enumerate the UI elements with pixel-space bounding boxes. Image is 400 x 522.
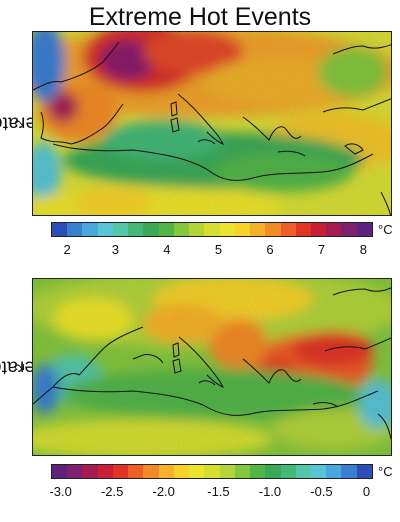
colorbar-tick-label: 4 — [163, 242, 171, 257]
colorbar-swatch — [234, 223, 251, 236]
figure-title: Extreme Hot Events — [88, 3, 312, 31]
colorbar-swatch — [128, 465, 144, 478]
colorbar-swatch — [265, 465, 281, 478]
colorbar-swatch — [219, 223, 235, 236]
colorbar-swatch — [219, 465, 235, 478]
colorbar-accelerated-ticks: 2 3 4 5 6 7 8 — [51, 242, 373, 258]
colorbar-swatch — [67, 465, 83, 478]
colorbar-swatch — [204, 223, 220, 236]
colorbar-tick-label: -2.5 — [100, 484, 124, 499]
colorbar-swatch — [341, 223, 357, 236]
colorbar-swatch — [189, 465, 205, 478]
colorbar-swatch — [310, 465, 327, 478]
colorbar-tick-label: -1.0 — [258, 484, 282, 499]
panel-2-label: Decelerated CO2 — [0, 278, 85, 456]
colorbar-accelerated — [51, 222, 373, 237]
colorbar-swatch — [112, 223, 129, 236]
colorbar-tick-label: 5 — [214, 242, 223, 257]
colorbar-swatch — [82, 465, 98, 478]
colorbar-swatch — [158, 223, 174, 236]
colorbar-decelerated — [51, 464, 373, 479]
colorbar-swatch — [326, 223, 342, 236]
colorbar-swatch — [143, 223, 159, 236]
colorbar-tick-label: 2 — [63, 242, 71, 257]
colorbar-swatch — [234, 465, 251, 478]
colorbar-swatch — [310, 223, 327, 236]
map-decelerated-co2 — [32, 278, 392, 456]
panel-1-label: Accelerated CO2 — [0, 30, 83, 215]
colorbar-accelerated-unit: °C — [378, 222, 393, 237]
colorbar-swatch — [204, 465, 220, 478]
colorbar-tick-label: -3.0 — [49, 484, 72, 499]
colorbar-tick-label: 0 — [362, 484, 371, 499]
colorbar-swatch — [265, 223, 281, 236]
colorbar-swatch — [326, 465, 342, 478]
colorbar-swatch — [295, 223, 311, 236]
colorbar-tick-label: 8 — [359, 242, 367, 257]
colorbar-tick-label: -2.0 — [152, 484, 175, 499]
colorbar-swatch — [189, 223, 205, 236]
map-accelerated-co2 — [32, 31, 392, 216]
colorbar-tick-label: 7 — [317, 242, 326, 257]
colorbar-swatch — [295, 465, 311, 478]
colorbar-swatch — [67, 223, 83, 236]
colorbar-swatch — [97, 465, 113, 478]
colorbar-tick-label: 6 — [266, 242, 274, 257]
colorbar-swatch — [112, 465, 129, 478]
colorbar-swatch — [158, 465, 174, 478]
colorbar-swatch — [173, 223, 190, 236]
colorbar-swatch — [173, 465, 190, 478]
colorbar-swatch — [250, 465, 266, 478]
colorbar-tick-label: -1.5 — [207, 484, 230, 499]
colorbar-swatch — [280, 465, 296, 478]
colorbar-swatch — [128, 223, 144, 236]
colorbar-swatch — [143, 465, 159, 478]
colorbar-tick-label: 3 — [111, 242, 120, 257]
colorbar-swatch — [250, 223, 266, 236]
colorbar-swatch — [356, 223, 372, 236]
colorbar-tick-label: -0.5 — [310, 484, 333, 499]
colorbar-swatch — [356, 465, 372, 478]
colorbar-swatch — [82, 223, 98, 236]
colorbar-swatch — [52, 223, 68, 236]
colorbar-decelerated-ticks: -3.0 -2.5 -2.0 -1.5 -1.0 -0.5 0 — [49, 484, 373, 500]
colorbar-decelerated-unit: °C — [378, 464, 393, 479]
colorbar-swatch — [97, 223, 113, 236]
colorbar-swatch — [52, 465, 68, 478]
colorbar-swatch — [280, 223, 296, 236]
colorbar-swatch — [341, 465, 357, 478]
